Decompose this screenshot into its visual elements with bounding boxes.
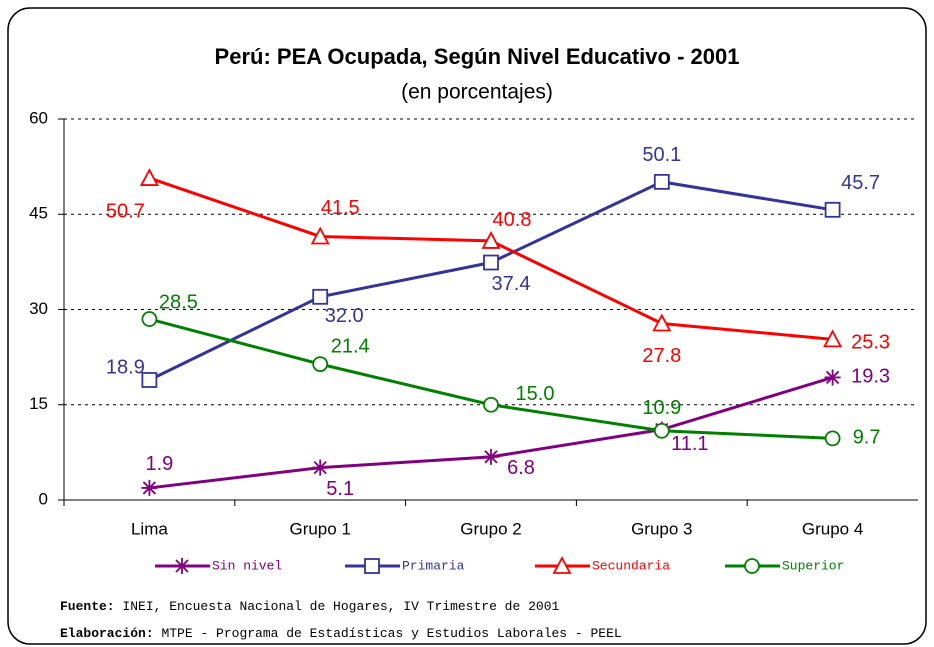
legend-marker bbox=[364, 558, 380, 574]
legend-marker bbox=[174, 558, 190, 574]
data-point bbox=[310, 226, 330, 245]
data-point bbox=[141, 479, 158, 496]
data-label: 40.8 bbox=[493, 209, 532, 231]
data-point bbox=[823, 329, 843, 348]
data-label: 28.5 bbox=[159, 291, 198, 313]
data-point bbox=[141, 372, 158, 388]
legend-marker bbox=[552, 556, 572, 574]
data-label: 37.4 bbox=[492, 273, 531, 295]
data-point bbox=[653, 173, 670, 190]
y-tick-label: 60 bbox=[29, 108, 48, 127]
data-point bbox=[139, 168, 159, 186]
data-point bbox=[312, 459, 329, 476]
data-point bbox=[312, 288, 329, 305]
data-label: 50.7 bbox=[106, 200, 145, 222]
data-label: 45.7 bbox=[841, 172, 880, 194]
data-point bbox=[824, 369, 841, 386]
y-tick-label: 45 bbox=[29, 204, 48, 223]
legend-marker bbox=[744, 558, 760, 574]
data-label: 18.9 bbox=[106, 356, 145, 378]
footnote: Fuente: INEI, Encuesta Nacional de Hogar… bbox=[60, 599, 559, 614]
y-tick-label: 30 bbox=[29, 299, 48, 318]
y-tick-label: 0 bbox=[39, 489, 48, 508]
data-label: 25.3 bbox=[851, 332, 890, 354]
data-point bbox=[483, 396, 499, 413]
frame bbox=[7, 7, 927, 645]
data-label: 15.0 bbox=[516, 383, 555, 405]
chart-title: Perú: PEA Ocupada, Según Nivel Educativo… bbox=[215, 44, 740, 69]
data-point bbox=[653, 422, 670, 439]
chart-subtitle: (en porcentajes) bbox=[401, 81, 553, 104]
x-tick-label: Grupo 3 bbox=[631, 519, 692, 538]
credit: MTPE - Programa de Estadísticas y Estudi… bbox=[161, 626, 621, 641]
footnote: Elaboración: MTPE - Programa de Estadíst… bbox=[60, 626, 622, 641]
data-label: 41.5 bbox=[321, 197, 360, 219]
data-point bbox=[483, 448, 499, 465]
legend-label: Sin nivel bbox=[212, 558, 282, 573]
x-tick-label: Grupo 1 bbox=[289, 519, 350, 538]
data-point bbox=[312, 356, 329, 373]
data-point bbox=[481, 231, 501, 249]
legend-label: Superior bbox=[782, 558, 844, 573]
data-point bbox=[483, 254, 499, 271]
data-point bbox=[824, 201, 841, 218]
credit-label: Elaboración: bbox=[60, 626, 154, 641]
x-tick-label: Lima bbox=[131, 519, 168, 538]
data-label: 21.4 bbox=[331, 335, 370, 357]
x-tick-label: Grupo 4 bbox=[802, 519, 863, 538]
x-tick-label: Grupo 2 bbox=[460, 519, 521, 538]
data-point bbox=[824, 430, 841, 447]
data-label: 32.0 bbox=[325, 305, 364, 327]
source: INEI, Encuesta Nacional de Hogares, IV T… bbox=[122, 599, 559, 614]
legend-label: Secundaria bbox=[592, 558, 670, 573]
data-label: 50.1 bbox=[642, 144, 681, 166]
data-point bbox=[141, 311, 158, 327]
source-label: Fuente: bbox=[60, 599, 115, 614]
data-label: 6.8 bbox=[507, 457, 535, 479]
data-label: 27.8 bbox=[642, 345, 681, 367]
data-label: 9.7 bbox=[853, 427, 881, 449]
data-label: 1.9 bbox=[145, 453, 173, 475]
data-label: 19.3 bbox=[851, 366, 890, 388]
data-point bbox=[652, 313, 672, 332]
data-label: 10.9 bbox=[642, 397, 681, 419]
legend-label: Primaria bbox=[402, 558, 465, 573]
y-tick-label: 15 bbox=[29, 394, 48, 413]
data-label: 5.1 bbox=[326, 478, 354, 500]
data-label: 11.1 bbox=[671, 433, 708, 455]
